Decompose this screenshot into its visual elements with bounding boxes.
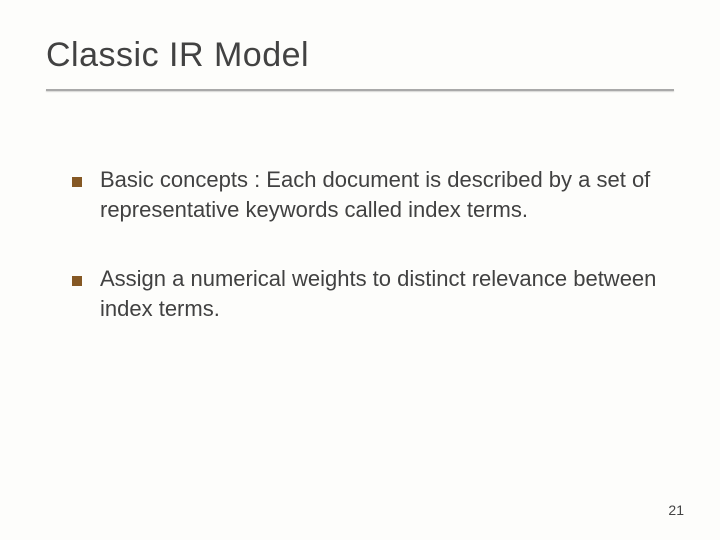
bullet-text: Basic concepts : Each document is descri… xyxy=(100,165,660,224)
page-number: 21 xyxy=(668,502,684,518)
title-divider xyxy=(46,89,674,91)
slide-body: Basic concepts : Each document is descri… xyxy=(52,165,668,324)
slide-title: Classic IR Model xyxy=(46,36,668,89)
bullet-square-icon xyxy=(72,273,82,283)
bullet-square-icon xyxy=(72,174,82,184)
list-item: Basic concepts : Each document is descri… xyxy=(72,165,660,224)
list-item: Assign a numerical weights to distinct r… xyxy=(72,264,660,323)
slide: Classic IR Model Basic concepts : Each d… xyxy=(0,0,720,540)
bullet-text: Assign a numerical weights to distinct r… xyxy=(100,264,660,323)
